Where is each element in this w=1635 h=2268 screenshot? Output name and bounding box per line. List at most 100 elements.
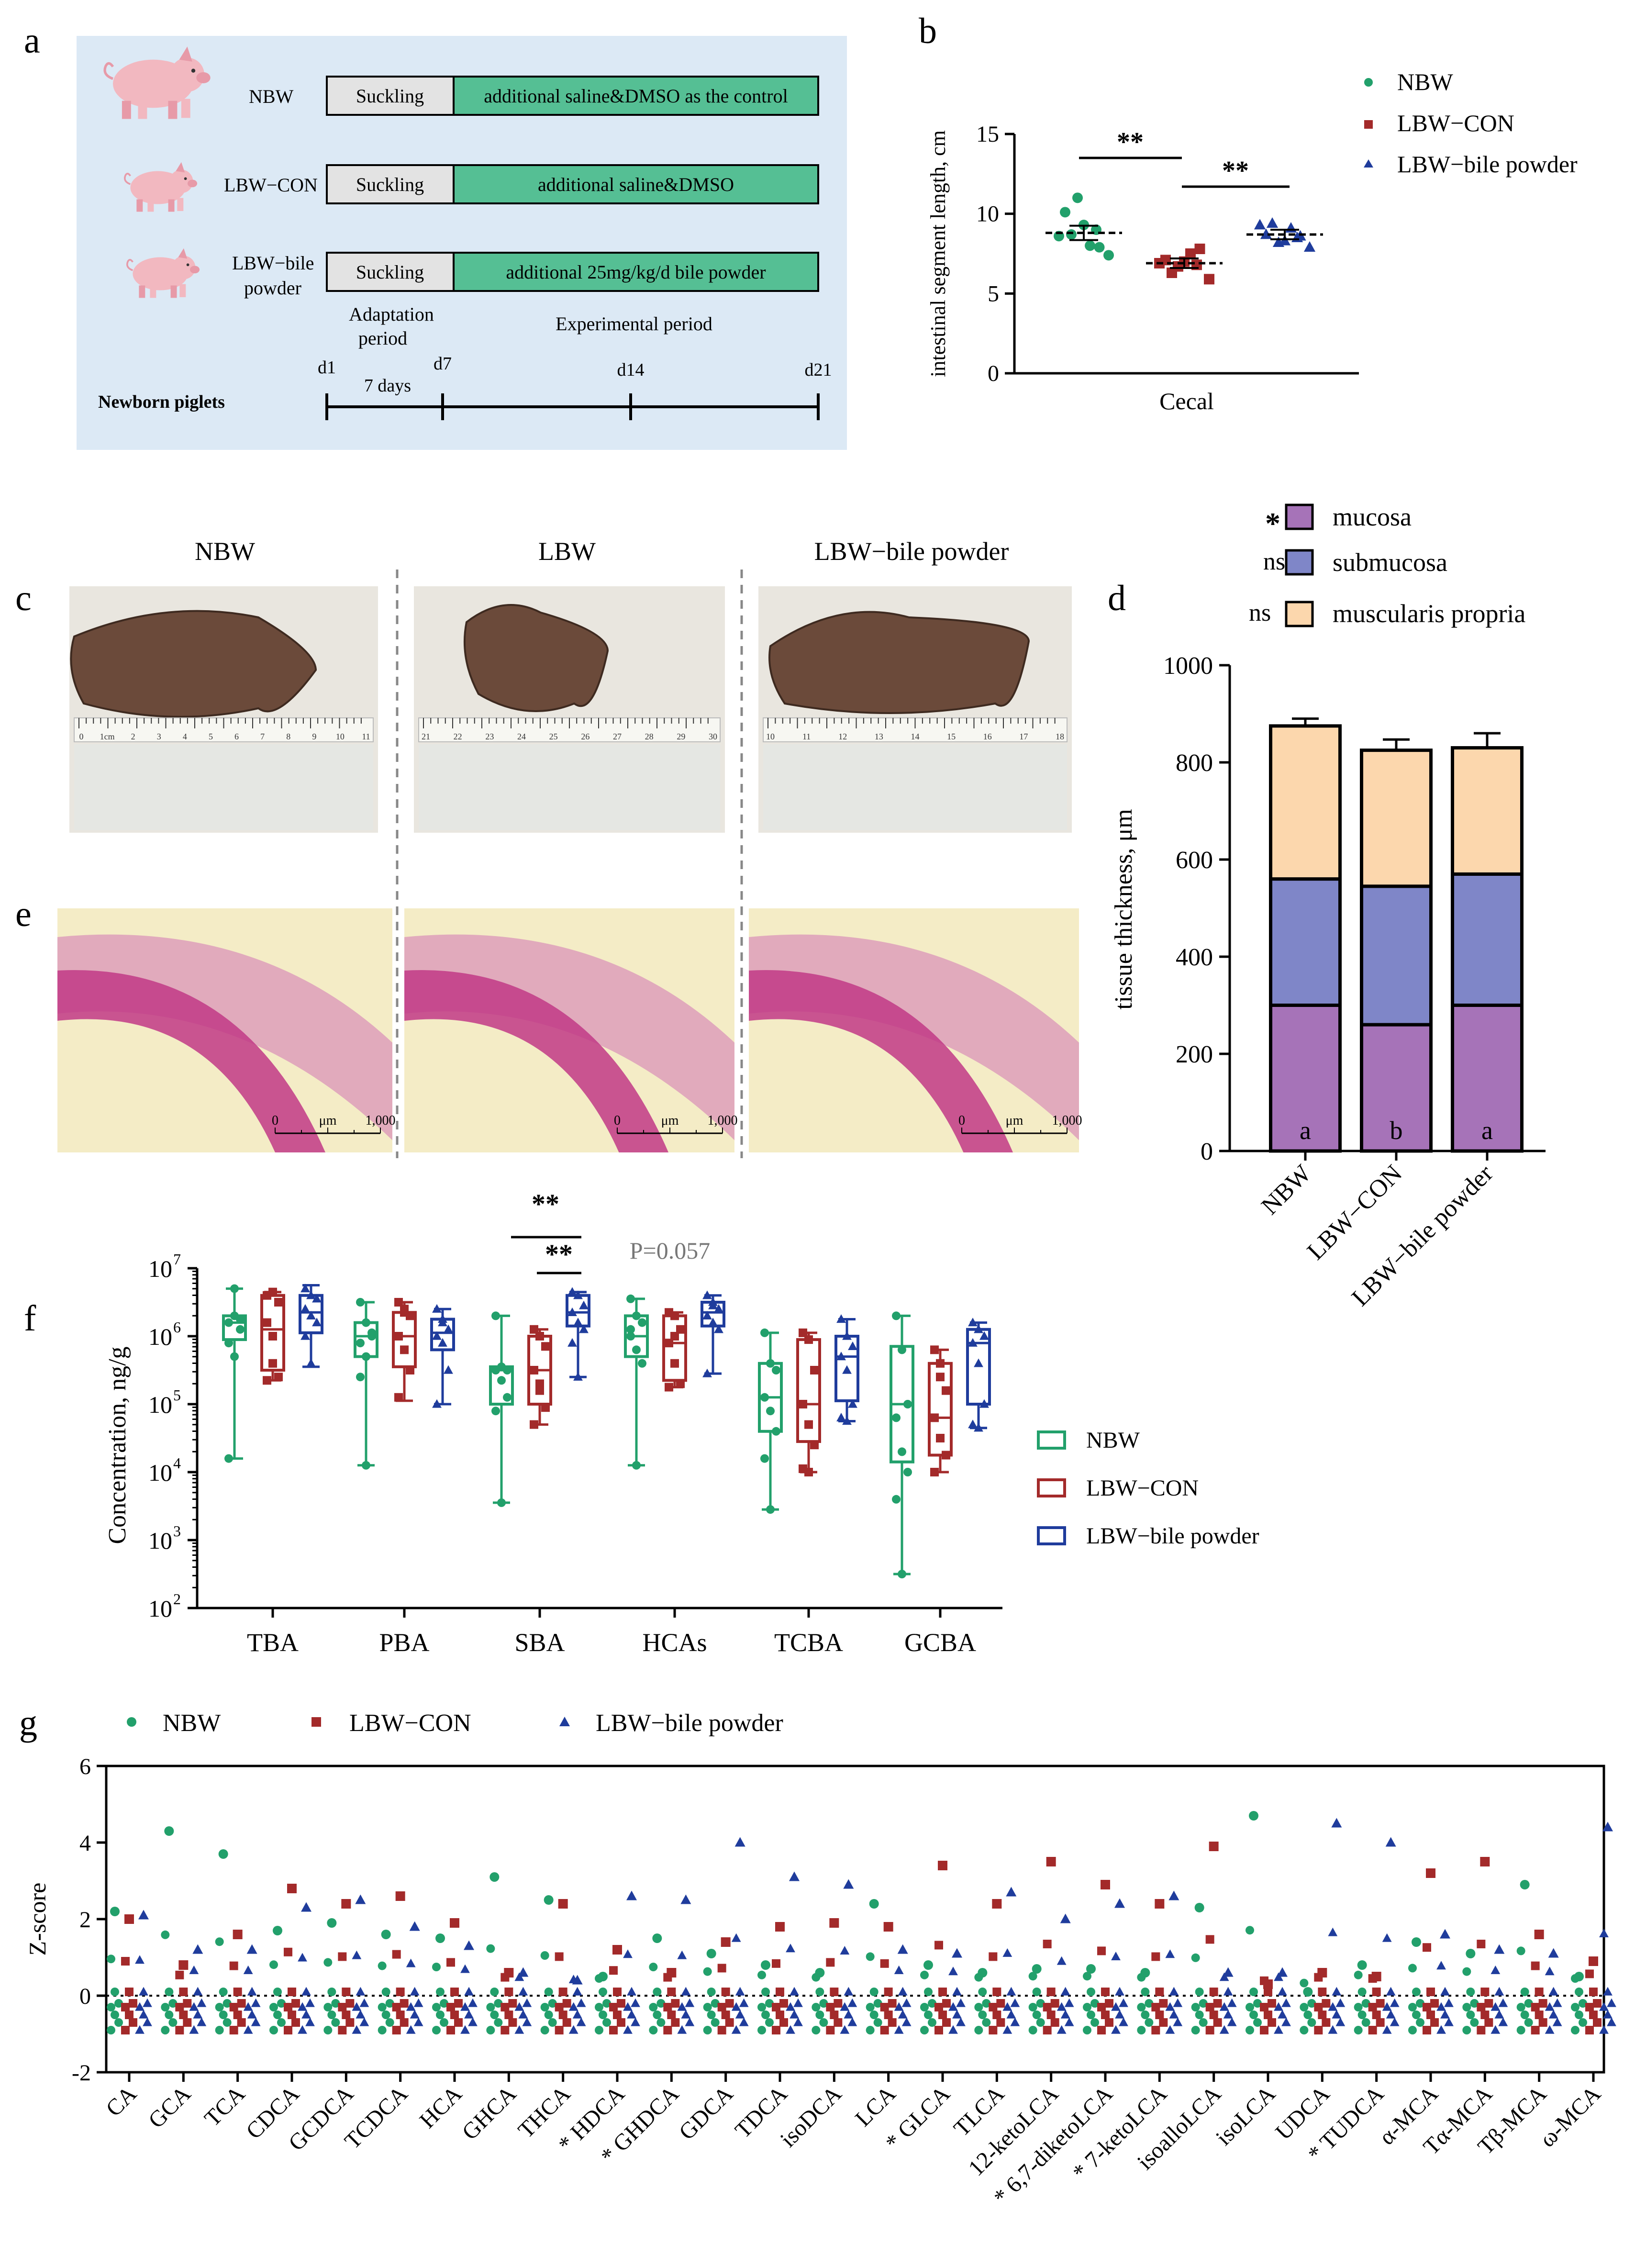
g-point <box>544 2011 553 2019</box>
g-point <box>680 1894 691 1904</box>
g-point <box>277 1999 286 2008</box>
g-point <box>1538 2018 1547 2027</box>
g-point <box>1585 1969 1594 1978</box>
g-point <box>757 2026 766 2034</box>
f-point <box>541 1342 550 1351</box>
g-point <box>1032 2011 1041 2019</box>
b-point <box>1085 240 1095 251</box>
f-y-tick-label: 10 <box>148 1323 172 1350</box>
g-point <box>989 2003 998 2011</box>
g-point <box>135 2025 145 2034</box>
g-point <box>359 2017 369 2026</box>
g-point <box>1151 2026 1160 2034</box>
g-point <box>1520 2011 1529 2019</box>
g-point <box>938 2011 947 2019</box>
g-point <box>1603 1987 1613 1996</box>
d-y-axis-label: tissue thickness, μm <box>1110 809 1137 1009</box>
g-point <box>395 1891 405 1901</box>
g-point <box>623 2025 633 2034</box>
g-point <box>844 2010 854 2019</box>
g-point <box>996 2018 1005 2027</box>
g-point <box>826 2026 835 2034</box>
g-point <box>1057 2002 1067 2011</box>
g-point <box>440 2018 448 2027</box>
g-point <box>1205 2003 1214 2011</box>
b-point <box>1066 229 1077 240</box>
g-point <box>161 2003 170 2011</box>
g-point <box>1268 1999 1276 2008</box>
b-category-label: Cecal <box>1159 388 1214 414</box>
g-point <box>1083 2026 1091 2034</box>
g-point <box>1426 1868 1435 1878</box>
g-point <box>1268 2018 1276 2027</box>
g-point <box>627 2010 636 2019</box>
g-point <box>1318 2011 1327 2019</box>
g-point <box>233 2011 242 2019</box>
g-point <box>436 2011 445 2019</box>
g-point <box>1470 1999 1479 2008</box>
g-point <box>197 1998 207 2007</box>
f-point <box>224 1339 233 1348</box>
f-point <box>804 1420 813 1429</box>
f-point <box>760 1393 769 1402</box>
f-point <box>942 1386 950 1395</box>
g-point <box>1101 2011 1110 2019</box>
g-point <box>869 1988 879 1996</box>
g-point <box>572 1987 582 1996</box>
g-point <box>548 2018 557 2027</box>
g-point <box>129 1999 137 2008</box>
f-point <box>892 1311 901 1320</box>
g-point <box>815 2011 824 2019</box>
g-point <box>1205 2026 1214 2034</box>
g-point <box>996 1999 1005 2008</box>
b-point <box>1260 228 1272 239</box>
g-point <box>1145 2018 1154 2027</box>
g-point <box>1151 1952 1160 1961</box>
g-point <box>352 2025 362 2034</box>
g-point <box>1195 1988 1204 1996</box>
g-point <box>460 2002 470 2011</box>
g-point <box>1278 1987 1287 1996</box>
f-point <box>842 1365 852 1374</box>
suckling-label: Suckling <box>356 85 424 107</box>
g-point <box>247 2010 257 2019</box>
g-point <box>215 2003 224 2011</box>
g-point <box>107 1955 115 1964</box>
g-point <box>653 1988 662 1996</box>
g-point <box>1545 2002 1555 2011</box>
legend-label: LBW−CON <box>1397 110 1514 136</box>
g-point <box>558 1988 567 1996</box>
g-point <box>1490 2025 1501 2034</box>
ruler-label: 0 <box>79 732 84 741</box>
g-point <box>413 2017 423 2026</box>
d-bar-segment <box>1451 746 1524 876</box>
legend-label: NBW <box>1397 68 1453 95</box>
f-y-tick-exponent: 3 <box>173 1522 181 1540</box>
g-point <box>1462 2003 1471 2011</box>
g-point <box>435 1933 445 1943</box>
g-point <box>378 1961 387 1970</box>
g-point <box>111 2011 119 2019</box>
g-point <box>436 1988 445 1996</box>
g-point <box>707 1988 716 1996</box>
g-point <box>1368 2003 1377 2011</box>
f-point <box>799 1400 807 1408</box>
f-point <box>968 1419 978 1429</box>
g-point <box>392 1950 401 1959</box>
ruler-label: 9 <box>312 732 316 741</box>
g-point <box>948 2025 958 2034</box>
glass-plate <box>74 744 373 830</box>
g-point <box>1524 2018 1533 2027</box>
g-point <box>793 2017 803 2026</box>
f-y-axis-label: Concentration, ng/g <box>104 1346 131 1544</box>
g-point <box>920 1970 929 1979</box>
g-point <box>681 2010 691 2019</box>
g-x-tick-label: LCA <box>850 2081 901 2132</box>
g-point <box>1314 1973 1323 1982</box>
f-point <box>936 1373 945 1382</box>
b-y-tick-label: 10 <box>976 201 999 227</box>
f-point <box>356 1339 365 1348</box>
b-y-tick-label: 0 <box>988 361 999 386</box>
g-point <box>671 2018 680 2027</box>
g-point <box>291 2018 300 2027</box>
